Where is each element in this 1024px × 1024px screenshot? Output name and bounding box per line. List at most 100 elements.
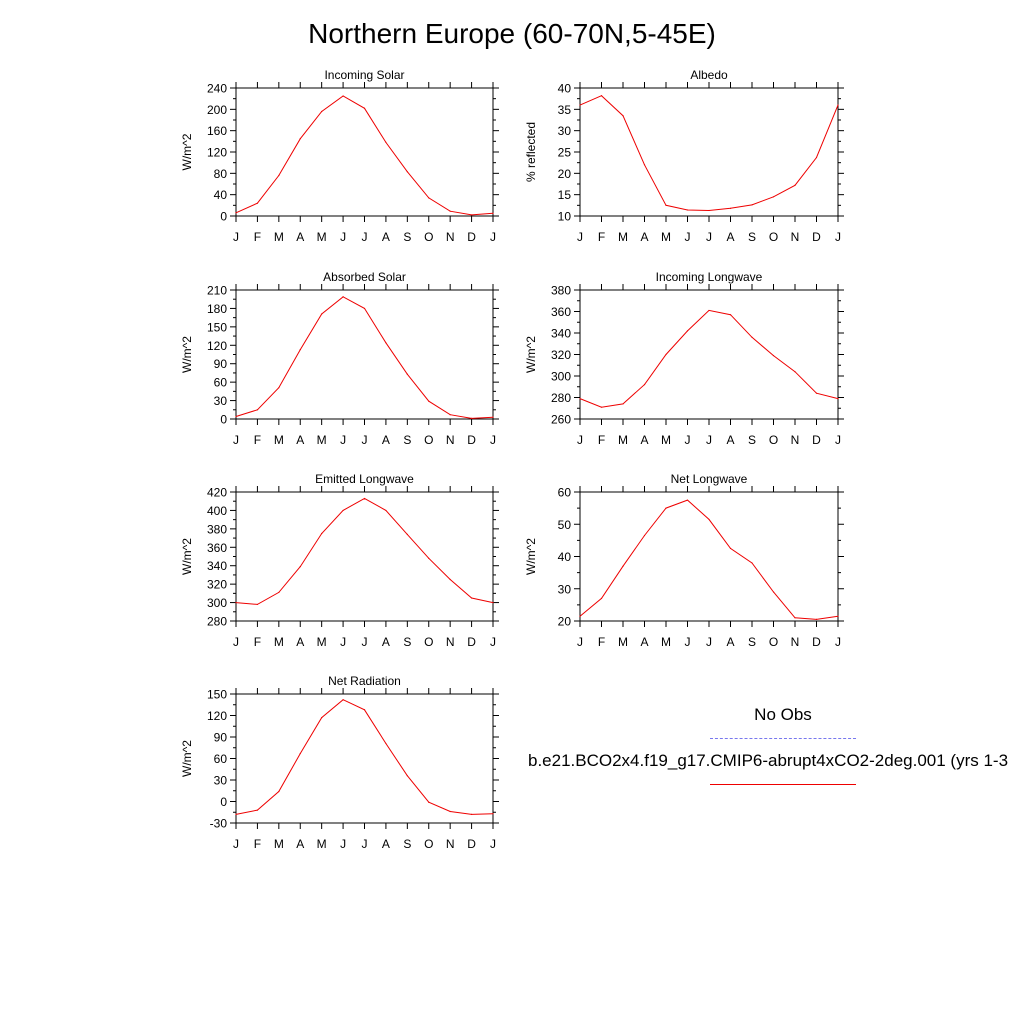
x-tick-label: A: [296, 230, 304, 244]
data-point: [708, 309, 710, 312]
data-point: [600, 406, 603, 408]
x-tick-label: J: [340, 635, 346, 649]
data-point: [299, 138, 301, 140]
chart-title: Incoming Solar: [324, 68, 404, 82]
data-point: [470, 417, 473, 419]
x-tick-label: J: [577, 433, 583, 447]
x-tick-label: A: [382, 837, 390, 851]
y-tick-label: 240: [207, 82, 227, 96]
data-point: [449, 810, 451, 813]
x-tick-label: A: [726, 230, 734, 244]
x-tick-label: D: [467, 433, 476, 447]
x-tick-label: J: [233, 635, 239, 649]
x-tick-label: S: [748, 635, 756, 649]
data-point: [342, 296, 344, 298]
y-tick-label: 80: [214, 167, 228, 181]
x-tick-label: M: [317, 837, 327, 851]
y-tick-label: 380: [551, 284, 571, 298]
x-tick-label: M: [274, 433, 284, 447]
data-point: [751, 336, 753, 338]
data-point: [256, 603, 259, 606]
y-tick-label: 60: [214, 752, 228, 766]
plot-frame: [579, 289, 839, 420]
data-point: [406, 171, 408, 173]
y-tick-label: 15: [558, 188, 572, 202]
data-point: [686, 209, 689, 211]
y-tick-label: 150: [207, 688, 227, 702]
chart-title: Absorbed Solar: [323, 270, 406, 284]
x-tick-label: D: [812, 635, 821, 649]
data-point: [385, 141, 387, 143]
y-tick-label: 360: [207, 541, 227, 555]
y-tick-label: 160: [207, 124, 227, 138]
y-tick-label: 50: [558, 518, 572, 532]
x-tick-label: D: [467, 837, 476, 851]
chart-panel-5: J F M A M J J A S O N D J280300320340360380400420Emi…: [180, 472, 499, 649]
x-tick-label: N: [446, 433, 455, 447]
x-tick-label: M: [618, 433, 628, 447]
y-tick-label: -30: [210, 817, 228, 831]
x-tick-label: O: [424, 433, 433, 447]
x-tick-label: J: [490, 837, 496, 851]
y-tick-label: 40: [558, 550, 572, 564]
data-point: [492, 813, 494, 815]
data-point: [342, 509, 344, 512]
y-tick-label: 40: [214, 188, 228, 202]
x-tick-label: F: [254, 230, 261, 244]
plot-frame: [235, 491, 494, 622]
series-line: [235, 296, 494, 419]
x-tick-label: S: [403, 433, 411, 447]
data-point: [470, 214, 473, 216]
x-tick-label: J: [362, 433, 368, 447]
data-point: [794, 184, 796, 186]
plot-frame: [579, 491, 839, 622]
data-point: [321, 110, 323, 113]
x-tick-label: A: [726, 635, 734, 649]
y-tick-label: 180: [207, 302, 227, 316]
data-point: [622, 565, 624, 567]
data-point: [428, 197, 430, 199]
x-tick-label: N: [791, 433, 800, 447]
x-tick-label: M: [618, 635, 628, 649]
chart-panel-4: J F M A M J J A S O N D J260280300320340360380Incomi…: [524, 270, 844, 447]
x-tick-label: D: [467, 635, 476, 649]
x-tick-label: O: [424, 635, 433, 649]
y-axis-label: W/m^2: [524, 336, 538, 373]
x-tick-label: J: [577, 635, 583, 649]
x-tick-label: N: [791, 635, 800, 649]
figure-title: Northern Europe (60-70N,5-45E): [308, 18, 716, 49]
y-tick-label: 420: [207, 486, 227, 500]
chart-title: Albedo: [690, 68, 728, 82]
y-tick-label: 25: [558, 146, 572, 160]
data-point: [665, 204, 667, 206]
x-tick-label: J: [706, 635, 712, 649]
y-tick-label: 320: [207, 578, 227, 592]
data-point: [643, 534, 646, 537]
series-line: [579, 499, 839, 620]
y-tick-label: 300: [207, 596, 227, 610]
y-tick-label: 120: [207, 146, 227, 160]
x-tick-label: D: [812, 433, 821, 447]
data-point: [385, 509, 387, 512]
series-line: [235, 95, 494, 216]
y-tick-label: 120: [207, 709, 227, 723]
data-point: [299, 348, 301, 351]
data-point: [342, 699, 344, 701]
x-tick-label: M: [661, 433, 671, 447]
data-point: [772, 591, 775, 593]
x-tick-label: S: [403, 837, 411, 851]
data-point: [600, 597, 603, 600]
data-point: [428, 801, 430, 803]
x-tick-label: D: [812, 230, 821, 244]
y-tick-label: 340: [207, 559, 227, 573]
y-tick-label: 400: [207, 504, 227, 518]
data-point: [385, 342, 387, 344]
x-tick-label: F: [254, 837, 261, 851]
data-point: [622, 115, 624, 117]
y-tick-label: 0: [220, 210, 227, 224]
x-tick-label: J: [362, 635, 368, 649]
y-tick-label: 280: [551, 391, 571, 405]
x-tick-label: D: [467, 230, 476, 244]
